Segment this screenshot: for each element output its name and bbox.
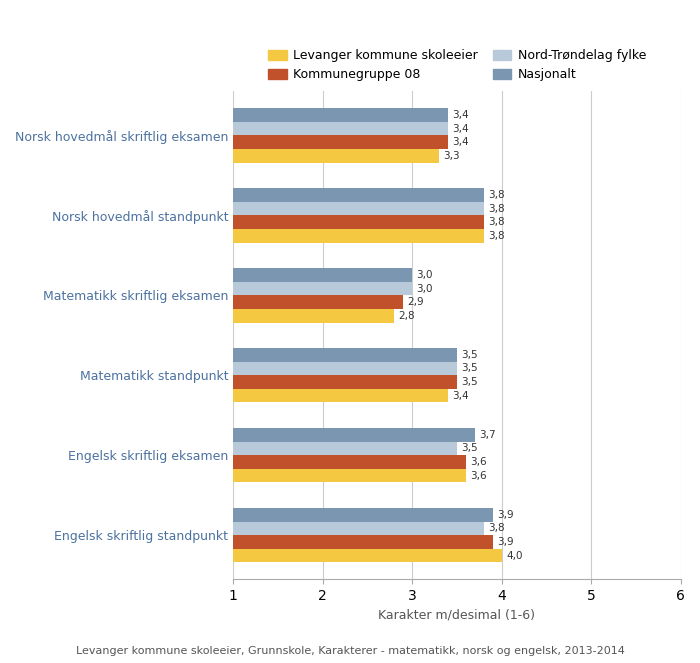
- Legend: Levanger kommune skoleeier, Kommunegruppe 08, Nord-Trøndelag fylke, Nasjonalt: Levanger kommune skoleeier, Kommunegrupp…: [262, 44, 651, 86]
- Bar: [233, 188, 484, 202]
- Text: Levanger kommune skoleeier, Grunnskole, Karakterer - matematikk, norsk og engels: Levanger kommune skoleeier, Grunnskole, …: [76, 646, 624, 656]
- Text: 3,3: 3,3: [444, 151, 460, 161]
- Text: 4,0: 4,0: [506, 550, 523, 561]
- Text: 3,5: 3,5: [461, 350, 478, 360]
- Bar: [233, 535, 493, 549]
- Text: 3,0: 3,0: [416, 270, 433, 280]
- Text: 3,4: 3,4: [452, 110, 469, 120]
- Text: 3,8: 3,8: [488, 204, 505, 213]
- Text: 2,8: 2,8: [399, 311, 415, 321]
- Bar: [233, 202, 484, 215]
- Bar: [233, 522, 484, 535]
- Bar: [233, 229, 484, 243]
- Text: 3,7: 3,7: [480, 430, 496, 440]
- Bar: [233, 455, 466, 469]
- Text: 3,4: 3,4: [452, 123, 469, 134]
- Bar: [233, 362, 457, 375]
- Bar: [233, 428, 475, 442]
- Text: 3,5: 3,5: [461, 377, 478, 387]
- Bar: [233, 309, 394, 322]
- Text: 3,4: 3,4: [452, 391, 469, 400]
- Bar: [233, 469, 466, 483]
- Text: 3,5: 3,5: [461, 444, 478, 453]
- Bar: [233, 442, 457, 455]
- Text: 3,8: 3,8: [488, 190, 505, 200]
- Text: 3,6: 3,6: [470, 471, 487, 481]
- Text: 2,9: 2,9: [407, 297, 424, 307]
- Text: 3,9: 3,9: [497, 510, 514, 520]
- Bar: [233, 282, 412, 295]
- Text: 3,6: 3,6: [470, 457, 487, 467]
- Bar: [233, 108, 448, 122]
- Bar: [233, 135, 448, 149]
- Bar: [233, 508, 493, 522]
- Bar: [233, 549, 502, 562]
- Text: 3,8: 3,8: [488, 217, 505, 227]
- Bar: [233, 149, 439, 162]
- Text: 3,9: 3,9: [497, 537, 514, 547]
- X-axis label: Karakter m/desimal (1-6): Karakter m/desimal (1-6): [379, 609, 536, 621]
- Text: 3,4: 3,4: [452, 137, 469, 147]
- Bar: [233, 389, 448, 402]
- Bar: [233, 215, 484, 229]
- Text: 3,8: 3,8: [488, 231, 505, 241]
- Bar: [233, 348, 457, 362]
- Text: 3,8: 3,8: [488, 523, 505, 534]
- Bar: [233, 375, 457, 389]
- Text: 3,0: 3,0: [416, 284, 433, 294]
- Bar: [233, 122, 448, 135]
- Bar: [233, 268, 412, 282]
- Bar: [233, 295, 403, 309]
- Text: 3,5: 3,5: [461, 363, 478, 373]
